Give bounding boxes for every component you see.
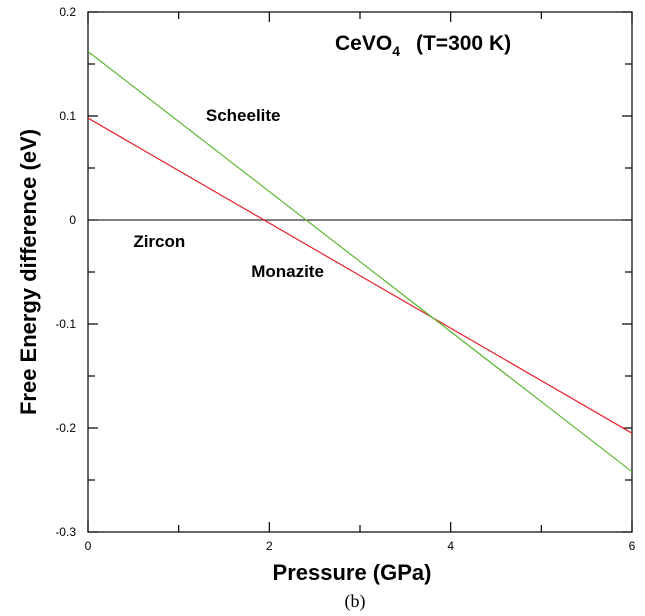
chart-title: CeVO4 (T=300 K) <box>335 32 511 59</box>
y-tick-label: 0.1 <box>59 109 76 123</box>
y-tick-label: 0 <box>69 213 76 227</box>
labels: 0 2 4 6 -0.3 -0.2 -0.1 0 0.1 0.2 Scheelite Zircon Mo… <box>55 5 635 553</box>
chart-title-suffix: (T=300 K) <box>416 32 511 55</box>
figure-caption: (b) <box>345 591 366 612</box>
y-tick-label: -0.3 <box>55 525 76 539</box>
chart-title-main: CeVO <box>335 32 392 55</box>
y-tick-label: -0.2 <box>55 421 76 435</box>
x-tick-label: 4 <box>447 539 454 553</box>
y-tick-label: -0.1 <box>55 317 76 331</box>
plot-frame <box>87 11 633 533</box>
y-tick-label: 0.2 <box>59 5 76 19</box>
axes <box>87 11 633 533</box>
annotation-zircon: Zircon <box>133 232 185 251</box>
x-tick-label: 2 <box>266 539 273 553</box>
ticks <box>87 11 633 533</box>
x-tick-label: 6 <box>629 539 636 553</box>
chart-title-subscript: 4 <box>392 43 400 59</box>
series-line-0 <box>87 117 633 434</box>
series-line-1 <box>87 51 633 473</box>
x-axis-title: Pressure (GPa) <box>273 560 432 585</box>
x-tick-label: 0 <box>85 539 92 553</box>
y-axis-title: Free Energy difference (eV) <box>16 129 41 415</box>
annotation-monazite: Monazite <box>251 262 324 281</box>
series-lines <box>87 51 633 473</box>
annotation-scheelite: Scheelite <box>206 106 281 125</box>
